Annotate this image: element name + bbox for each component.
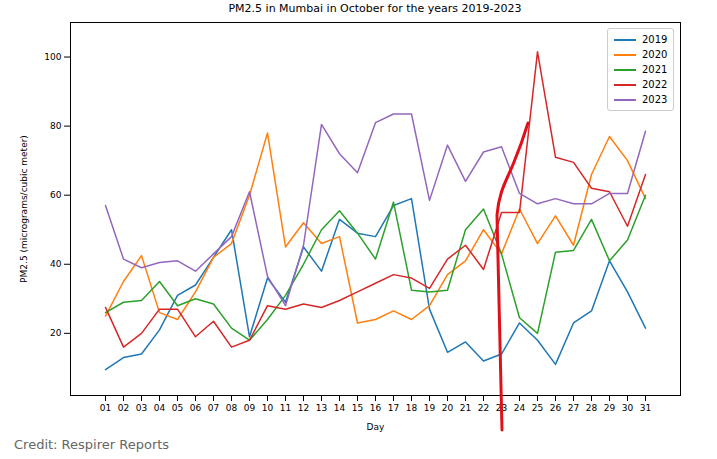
svg-text:28: 28 — [586, 403, 598, 413]
svg-text:23: 23 — [496, 403, 507, 413]
svg-text:26: 26 — [550, 403, 562, 413]
svg-text:12: 12 — [298, 403, 309, 413]
html-text:2021: 2021 — [642, 64, 668, 75]
svg-text:60: 60 — [50, 190, 62, 200]
svg-text:01: 01 — [100, 403, 111, 413]
svg-text:100: 100 — [44, 52, 61, 62]
svg-text:25: 25 — [532, 403, 543, 413]
svg-text:03: 03 — [136, 403, 147, 413]
svg-text:21: 21 — [460, 403, 471, 413]
svg-text:04: 04 — [154, 403, 166, 413]
svg-text:09: 09 — [244, 403, 256, 413]
html-text:2019: 2019 — [642, 34, 668, 45]
html-text:2022: 2022 — [642, 79, 668, 90]
svg-text:19: 19 — [424, 403, 436, 413]
svg-text:31: 31 — [640, 403, 651, 413]
svg-text:07: 07 — [208, 403, 219, 413]
svg-text:16: 16 — [370, 403, 382, 413]
svg-text:18: 18 — [406, 403, 418, 413]
svg-text:27: 27 — [568, 403, 579, 413]
html-text:Credit: Respirer Reports: Credit: Respirer Reports — [14, 437, 170, 452]
svg-text:10: 10 — [262, 403, 274, 413]
svg-text:24: 24 — [514, 403, 526, 413]
svg-text:30: 30 — [622, 403, 634, 413]
svg-text:80: 80 — [50, 121, 62, 131]
html-text:PM2.5 in Mumbai in October for: PM2.5 in Mumbai in October for the years… — [228, 2, 522, 15]
svg-text:08: 08 — [226, 403, 238, 413]
svg-text:15: 15 — [352, 403, 363, 413]
svg-text:17: 17 — [388, 403, 399, 413]
svg-text:11: 11 — [280, 403, 291, 413]
svg-text:29: 29 — [604, 403, 616, 413]
svg-text:PM2.5 (micrograms/cubic meter): PM2.5 (micrograms/cubic meter) — [19, 135, 29, 283]
svg-text:14: 14 — [334, 403, 346, 413]
svg-text:40: 40 — [50, 259, 62, 269]
svg-text:13: 13 — [316, 403, 327, 413]
html-text:2023: 2023 — [642, 94, 668, 105]
svg-text:20: 20 — [442, 403, 454, 413]
svg-text:06: 06 — [190, 403, 202, 413]
html-text:2020: 2020 — [642, 49, 668, 60]
svg-text:05: 05 — [172, 403, 183, 413]
svg-text:22: 22 — [478, 403, 489, 413]
svg-text:Day: Day — [367, 422, 385, 432]
svg-text:20: 20 — [50, 328, 62, 338]
svg-text:02: 02 — [118, 403, 129, 413]
